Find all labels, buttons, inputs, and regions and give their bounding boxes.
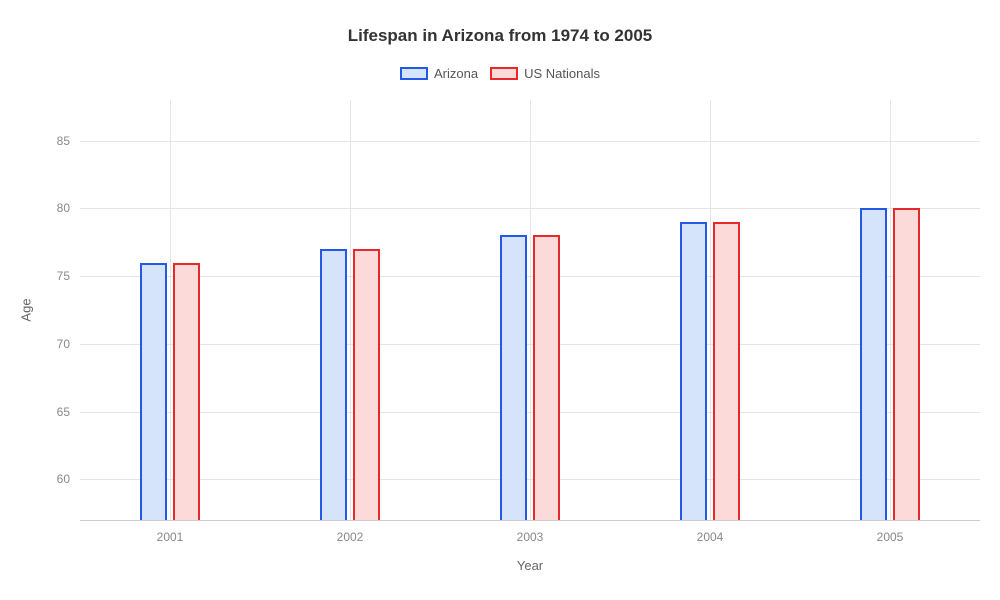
bar [173, 263, 200, 520]
bar [353, 249, 380, 520]
bar [320, 249, 347, 520]
plot-area [80, 100, 980, 520]
bar [680, 222, 707, 520]
bar [860, 208, 887, 520]
bar [533, 235, 560, 520]
legend-swatch [490, 67, 518, 80]
x-axis-label: Year [517, 558, 543, 573]
bar [893, 208, 920, 520]
y-tick-label: 85 [40, 134, 70, 148]
bar [713, 222, 740, 520]
legend-swatch [400, 67, 428, 80]
chart-container: Lifespan in Arizona from 1974 to 2005 Ar… [0, 0, 1000, 600]
x-axis-baseline [80, 520, 980, 521]
legend-label: US Nationals [524, 66, 600, 81]
x-tick-label: 2005 [877, 530, 904, 544]
gridline-v [710, 100, 711, 520]
bar [140, 263, 167, 520]
chart-title: Lifespan in Arizona from 1974 to 2005 [0, 26, 1000, 46]
x-tick-label: 2003 [517, 530, 544, 544]
x-tick-label: 2001 [157, 530, 184, 544]
gridline-v [530, 100, 531, 520]
gridline-v [170, 100, 171, 520]
gridline-v [350, 100, 351, 520]
legend: Arizona US Nationals [0, 66, 1000, 81]
legend-item: US Nationals [490, 66, 600, 81]
y-tick-label: 75 [40, 269, 70, 283]
bar [500, 235, 527, 520]
y-tick-label: 60 [40, 472, 70, 486]
y-tick-label: 65 [40, 405, 70, 419]
x-tick-label: 2002 [337, 530, 364, 544]
gridline-v [890, 100, 891, 520]
y-tick-label: 80 [40, 201, 70, 215]
y-axis-label: Age [19, 298, 34, 321]
y-tick-label: 70 [40, 337, 70, 351]
legend-label: Arizona [434, 66, 478, 81]
x-tick-label: 2004 [697, 530, 724, 544]
legend-item: Arizona [400, 66, 478, 81]
